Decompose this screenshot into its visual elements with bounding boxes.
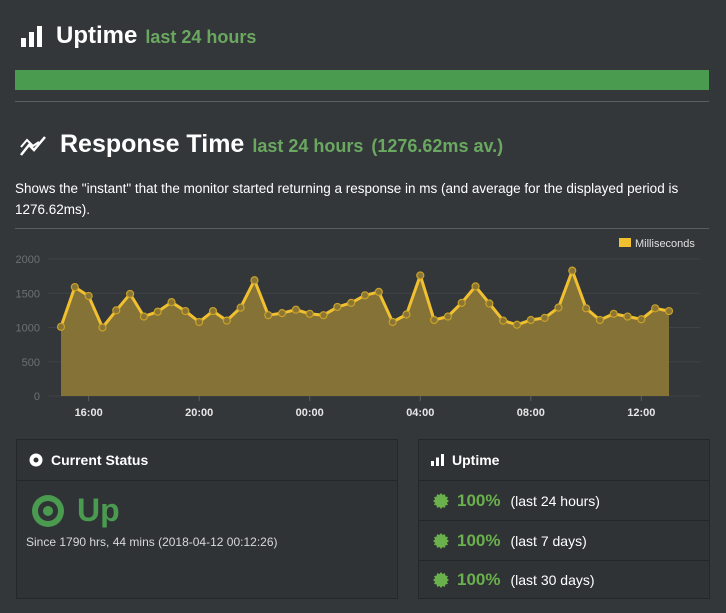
data-point: [664, 306, 674, 316]
status-up-icon: [32, 494, 64, 527]
data-point: [277, 309, 287, 318]
x-tick-label: 20:00: [185, 407, 213, 419]
data-point: [139, 312, 149, 321]
bar-chart-icon: [21, 26, 42, 47]
uptime-period: (last 24 hours): [510, 492, 600, 509]
data-point: [112, 306, 121, 315]
data-point: [84, 291, 93, 301]
y-tick-label: 1000: [16, 323, 40, 335]
uptime-period: (last 30 days): [510, 571, 595, 588]
data-point: [388, 317, 397, 327]
certificate-icon: [433, 571, 449, 588]
data-point: [554, 303, 563, 312]
divider: [15, 228, 709, 229]
response-time-average: (1276.62ms av.): [371, 136, 504, 156]
data-point: [125, 289, 135, 299]
uptime-bar: [15, 70, 709, 90]
uptime-row: 100% (last 24 hours): [419, 481, 709, 521]
data-point: [471, 282, 480, 291]
x-tick-label: 12:00: [627, 407, 655, 419]
uptime-heading: Uptime last 24 hours: [20, 22, 256, 50]
current-status-header: Current Status: [17, 440, 397, 481]
data-point: [540, 313, 549, 323]
data-point: [429, 315, 439, 325]
x-tick-label: 00:00: [296, 407, 324, 419]
data-point: [374, 287, 383, 296]
uptime-title: Uptime: [56, 22, 138, 49]
data-point: [181, 306, 190, 316]
data-point: [208, 306, 218, 316]
data-point: [416, 271, 425, 280]
legend-label: Milliseconds: [635, 238, 695, 250]
x-tick-label: 08:00: [517, 407, 545, 419]
data-point: [609, 309, 618, 318]
data-point: [499, 316, 508, 325]
data-point: [457, 298, 466, 307]
data-point: [485, 299, 494, 308]
data-point: [56, 322, 66, 331]
uptime-row: 100% (last 7 days): [419, 521, 709, 561]
divider: [15, 101, 709, 102]
response-time-chart: 0 500 1000 1500 2000 16:00 20:00 00:00 04:00 08:0…: [16, 238, 700, 419]
data-point: [291, 305, 301, 314]
data-point: [623, 312, 632, 321]
data-point: [443, 312, 453, 321]
dot-circle-icon: [29, 453, 43, 467]
data-point: [236, 303, 245, 312]
uptime-period: (last 7 days): [510, 532, 587, 549]
uptime-percentage: 100%: [457, 490, 501, 510]
bar-chart-icon: [431, 454, 444, 466]
y-tick-label: 0: [34, 391, 40, 403]
data-point: [595, 315, 605, 325]
data-point: [98, 323, 107, 332]
certificate-icon: [433, 492, 449, 509]
x-tick-label: 04:00: [406, 407, 434, 419]
current-status-panel: Current Status Up Since 1790 hrs, 44 min…: [16, 439, 398, 599]
y-tick-label: 500: [22, 357, 40, 369]
y-tick-label: 1500: [16, 288, 40, 300]
response-time-subtitle: last 24 hours: [252, 136, 364, 156]
uptime-panel-title: Uptime: [452, 452, 500, 468]
current-status-title: Current Status: [51, 452, 149, 468]
uptime-percentage: 100%: [457, 530, 501, 550]
data-point: [581, 304, 591, 313]
y-tick-label: 2000: [16, 254, 40, 266]
uptime-panel: Uptime 100% (last 24 hours) 100% (last 7…: [418, 439, 710, 599]
data-point: [250, 276, 259, 285]
data-point: [333, 302, 342, 312]
data-point: [637, 315, 646, 324]
data-point: [402, 310, 411, 319]
line-chart-icon: [20, 135, 46, 156]
data-point: [526, 315, 535, 325]
data-point: [347, 298, 356, 307]
uptime-row: 100% (last 30 days): [419, 560, 709, 599]
response-time-title: Response Time: [60, 130, 245, 158]
data-point: [70, 282, 79, 292]
uptime-panel-header: Uptime: [419, 440, 709, 481]
response-time-description: Shows the "instant" that the monitor sta…: [15, 181, 679, 217]
data-point: [568, 266, 577, 275]
data-point: [319, 311, 328, 320]
data-point: [512, 320, 522, 329]
certificate-icon: [433, 532, 449, 549]
data-point: [222, 316, 231, 325]
status-up-row: Up: [31, 492, 120, 529]
data-point: [167, 298, 176, 307]
data-point: [195, 317, 204, 327]
legend-swatch: [619, 238, 631, 247]
status-since: Since 1790 hrs, 44 mins (2018-04-12 00:1…: [26, 535, 278, 549]
data-point: [305, 309, 314, 318]
response-time-heading: Response Time last 24 hours (1276.62ms a…: [20, 130, 503, 159]
data-point: [264, 311, 273, 320]
uptime-subtitle: last 24 hours: [145, 27, 257, 47]
data-point: [360, 291, 370, 300]
uptime-percentage: 100%: [457, 569, 501, 589]
status-state: Up: [77, 492, 120, 528]
x-tick-label: 16:00: [75, 407, 103, 419]
data-point: [651, 304, 660, 313]
series-area: [61, 270, 669, 396]
data-point: [153, 307, 162, 316]
